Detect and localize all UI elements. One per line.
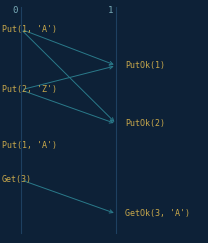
Text: Put(1, 'A'): Put(1, 'A') <box>2 141 57 150</box>
Text: 0: 0 <box>12 6 18 15</box>
Text: PutOk(1): PutOk(1) <box>125 61 165 70</box>
Text: PutOk(2): PutOk(2) <box>125 119 165 129</box>
Text: Put(2, 'Z'): Put(2, 'Z') <box>2 85 57 95</box>
Text: GetOk(3, 'A'): GetOk(3, 'A') <box>125 209 190 218</box>
Text: Get(3): Get(3) <box>2 175 32 184</box>
Text: Put(1, 'A'): Put(1, 'A') <box>2 25 57 34</box>
Text: 1: 1 <box>108 6 114 15</box>
